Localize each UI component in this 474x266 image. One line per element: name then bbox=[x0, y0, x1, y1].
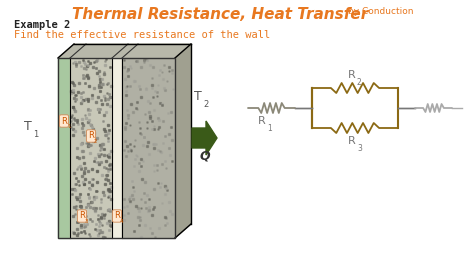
Text: 4: 4 bbox=[120, 219, 124, 224]
Text: R: R bbox=[348, 70, 356, 80]
Text: T: T bbox=[194, 89, 202, 102]
Text: 1: 1 bbox=[33, 130, 38, 139]
Polygon shape bbox=[192, 121, 217, 155]
Bar bbox=[112, 58, 122, 238]
Text: Q: Q bbox=[200, 149, 210, 163]
Text: R: R bbox=[114, 211, 120, 221]
Text: R: R bbox=[348, 136, 356, 146]
Bar bbox=[58, 58, 70, 238]
Text: by Conduction: by Conduction bbox=[348, 7, 413, 16]
Text: 2: 2 bbox=[203, 100, 208, 109]
Text: R: R bbox=[88, 131, 94, 140]
Text: 3: 3 bbox=[85, 219, 89, 224]
Text: R: R bbox=[79, 211, 85, 221]
Text: 2: 2 bbox=[94, 139, 98, 144]
Bar bbox=[122, 58, 175, 238]
Text: Thermal Resistance, Heat Transfer: Thermal Resistance, Heat Transfer bbox=[72, 7, 368, 22]
Text: T: T bbox=[24, 119, 32, 132]
Polygon shape bbox=[58, 44, 191, 58]
Text: 3: 3 bbox=[357, 144, 362, 153]
Bar bbox=[70, 58, 112, 238]
Text: 1: 1 bbox=[267, 124, 272, 133]
Bar bbox=[58, 58, 175, 238]
Text: 1: 1 bbox=[67, 124, 71, 129]
Text: R: R bbox=[61, 117, 67, 126]
Text: Find the effective resistance of the wall: Find the effective resistance of the wal… bbox=[14, 30, 270, 40]
Polygon shape bbox=[175, 44, 191, 238]
Text: Example 2: Example 2 bbox=[14, 20, 70, 30]
Text: R: R bbox=[258, 116, 266, 126]
Text: 2: 2 bbox=[357, 78, 362, 87]
